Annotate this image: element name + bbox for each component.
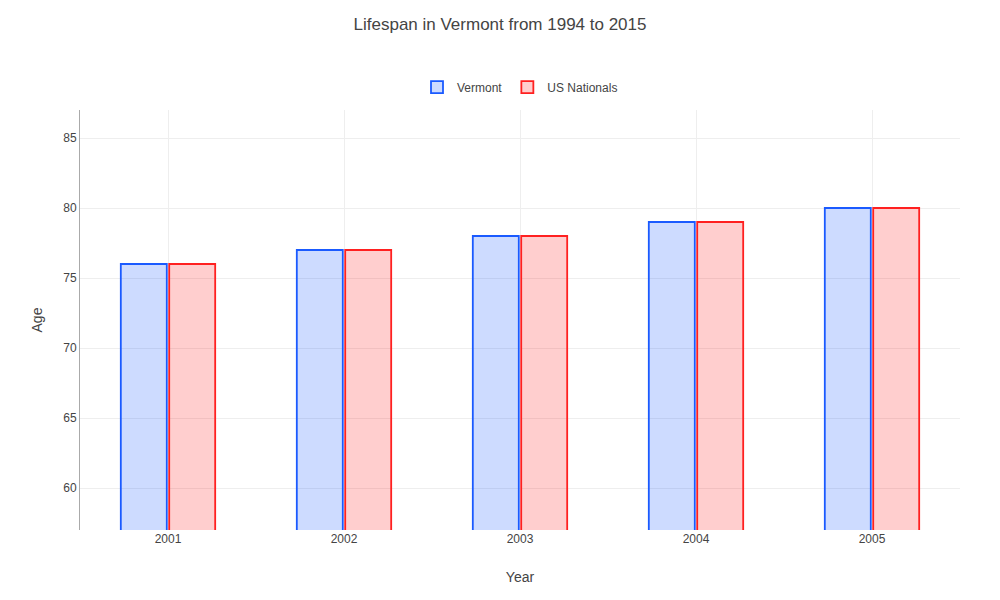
svg-text:Vermont: Vermont <box>457 81 502 95</box>
svg-text:65: 65 <box>63 411 77 425</box>
svg-text:2001: 2001 <box>155 532 182 546</box>
svg-text:Age: Age <box>29 307 45 332</box>
svg-text:80: 80 <box>63 201 77 215</box>
svg-text:Lifespan in Vermont from 1994: Lifespan in Vermont from 1994 to 2015 <box>354 15 647 34</box>
svg-text:2003: 2003 <box>507 532 534 546</box>
svg-text:2004: 2004 <box>683 532 710 546</box>
svg-text:75: 75 <box>63 271 77 285</box>
svg-text:2002: 2002 <box>331 532 358 546</box>
svg-text:70: 70 <box>63 341 77 355</box>
svg-text:2005: 2005 <box>859 532 886 546</box>
svg-text:US Nationals: US Nationals <box>547 81 617 95</box>
svg-text:Year: Year <box>506 569 535 585</box>
svg-text:85: 85 <box>63 131 77 145</box>
svg-text:60: 60 <box>63 481 77 495</box>
